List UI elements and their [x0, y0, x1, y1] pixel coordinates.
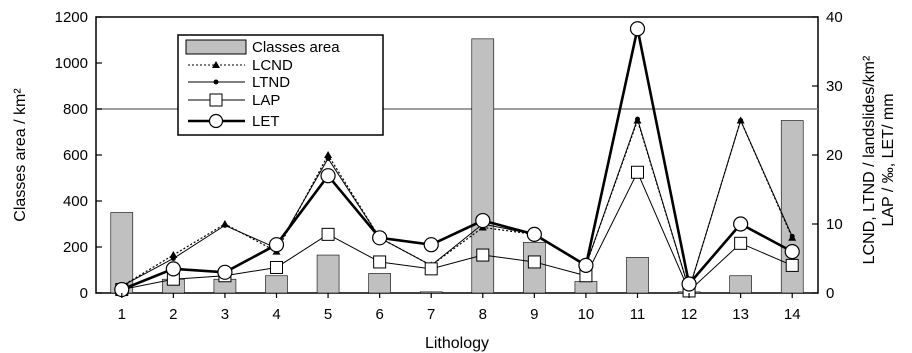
- point-lap: [631, 165, 644, 179]
- point-ltnd: [170, 256, 176, 261]
- line-layer: [114, 21, 800, 298]
- x-tick-label: 11: [630, 306, 646, 323]
- x-tick-label: 13: [732, 306, 749, 323]
- y-right-tick-label: 40: [826, 9, 843, 26]
- point-let: [423, 237, 439, 253]
- bar-classes-area: [419, 291, 443, 294]
- legend-label-lap: LAP: [252, 92, 280, 109]
- x-tick-label: 10: [578, 306, 595, 323]
- x-tick-label: 14: [784, 306, 801, 323]
- point-lap: [785, 258, 799, 272]
- x-tick-label: 7: [427, 306, 435, 323]
- bar-classes-area: [368, 273, 391, 294]
- point-let: [578, 257, 594, 273]
- x-tick-label: 8: [479, 306, 487, 323]
- point-let: [681, 276, 697, 292]
- point-lap: [476, 248, 490, 262]
- x-tick-label: 3: [221, 306, 229, 323]
- point-let: [629, 21, 646, 37]
- legend-label-let: LET: [252, 113, 280, 130]
- point-let: [526, 226, 542, 242]
- series-line-let: [121, 28, 793, 291]
- point-lap: [527, 255, 541, 269]
- legend-label-ltnd: LTND: [252, 74, 290, 91]
- x-axis-title: Lithology: [425, 335, 489, 352]
- point-lap: [321, 227, 335, 241]
- point-let: [165, 261, 181, 277]
- y-left-tick-label: 0: [80, 285, 88, 302]
- y-left-tick-label: 400: [63, 193, 88, 210]
- x-tick-label: 5: [324, 306, 332, 323]
- x-tick-label: 12: [681, 306, 698, 323]
- point-lap: [373, 255, 387, 269]
- bar-classes-area: [574, 281, 598, 294]
- point-lap: [734, 236, 748, 250]
- point-ltnd: [738, 118, 744, 123]
- legend-marker-ltnd: [213, 79, 219, 85]
- bar-classes-area: [265, 275, 288, 294]
- y-right-tick-label: 0: [826, 285, 834, 302]
- point-let: [268, 237, 285, 253]
- y-right-tick-label: 30: [826, 78, 843, 95]
- point-let: [475, 212, 491, 229]
- point-let: [320, 168, 336, 184]
- x-tick-label: 9: [530, 306, 538, 323]
- legend-marker-lap: [209, 93, 223, 107]
- x-tick-label: 6: [375, 306, 383, 323]
- y-left-tick-label: 1000: [55, 55, 88, 72]
- y-left-tick-label: 1200: [55, 9, 88, 26]
- y-axis-left-title: Classes area / km²: [12, 88, 29, 222]
- bar-classes-area: [316, 254, 340, 294]
- x-tick-label: 1: [118, 306, 126, 323]
- bar-classes-area: [729, 275, 752, 294]
- legend-marker-lcnd: [212, 61, 220, 68]
- series-line-lap: [121, 171, 793, 292]
- point-ltnd: [635, 116, 640, 122]
- legend-label-lcnd: LCND: [252, 57, 293, 74]
- legend: Classes area LCND LTND LAP LET: [177, 34, 384, 136]
- x-tick-label: 4: [272, 306, 280, 323]
- y-right-tick-label: 10: [826, 216, 843, 233]
- legend-label-classes-area: Classes area: [252, 39, 340, 56]
- legend-marker-let: [208, 113, 224, 129]
- y-left-tick-label: 600: [63, 147, 88, 164]
- point-ltnd: [789, 233, 795, 239]
- y-left-tick-label: 800: [63, 101, 88, 118]
- y-left-tick-label: 200: [63, 239, 88, 256]
- y-axis-right-title-line1: LCND, LTND / landslides/km²: [861, 55, 878, 264]
- point-let: [372, 230, 388, 246]
- point-let: [733, 216, 749, 232]
- point-lap: [270, 260, 283, 274]
- point-lcnd: [169, 251, 178, 259]
- bar-classes-area: [626, 257, 649, 294]
- point-lap: [424, 262, 438, 276]
- y-right-tick-label: 20: [826, 147, 843, 164]
- point-lcnd: [324, 151, 333, 158]
- point-let: [784, 244, 800, 260]
- series-line-ltnd: [121, 117, 793, 292]
- point-ltnd: [325, 155, 331, 161]
- point-ltnd: [222, 222, 228, 228]
- y-axis-right-title-line2: LAP / ‰, LET/ mm: [880, 93, 897, 226]
- point-let: [217, 264, 233, 280]
- series-line-lcnd: [121, 118, 793, 292]
- legend-swatch-classes-area: [185, 39, 247, 55]
- x-tick-label: 2: [169, 306, 177, 323]
